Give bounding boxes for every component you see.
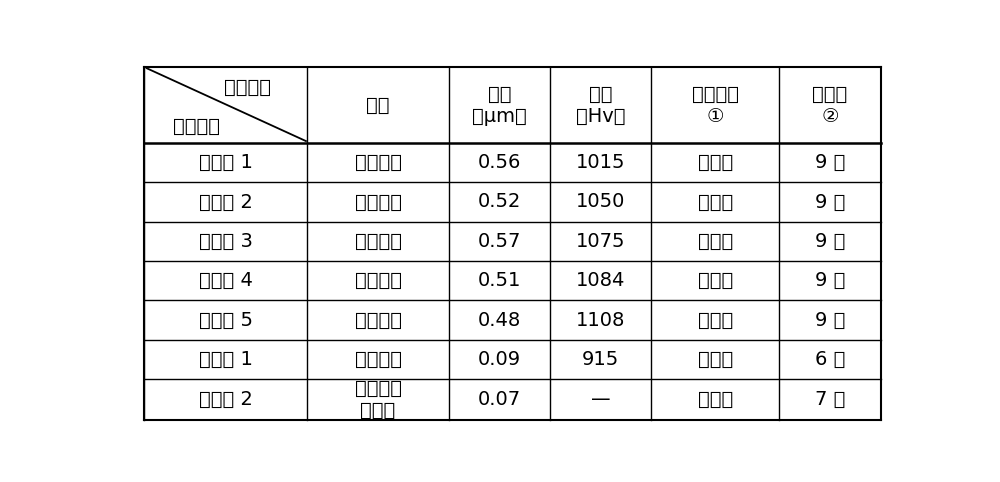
Text: 1075: 1075 — [576, 232, 625, 251]
Text: 0.52: 0.52 — [478, 192, 521, 212]
Text: 实施例 5: 实施例 5 — [199, 310, 253, 330]
Text: 无脱落: 无脱落 — [698, 271, 733, 290]
Text: 无脱落: 无脱落 — [698, 350, 733, 369]
Text: 9 级: 9 级 — [815, 310, 845, 330]
Text: 1108: 1108 — [576, 310, 625, 330]
Text: 均匀白亮: 均匀白亮 — [355, 350, 402, 369]
Text: 0.51: 0.51 — [478, 271, 521, 290]
Text: 1050: 1050 — [576, 192, 625, 212]
Text: 比较例 2: 比较例 2 — [199, 390, 253, 409]
Text: 0.48: 0.48 — [478, 310, 521, 330]
Text: 耐蚀性
②: 耐蚀性 ② — [812, 84, 848, 125]
Text: 无脱落: 无脱落 — [698, 390, 733, 409]
Text: 7 级: 7 级 — [815, 390, 845, 409]
Text: 无脱落: 无脱落 — [698, 192, 733, 212]
Text: 0.07: 0.07 — [478, 390, 521, 409]
Text: 无脱落: 无脱落 — [698, 232, 733, 251]
Text: 1015: 1015 — [576, 153, 625, 172]
Text: 溶液组成: 溶液组成 — [173, 117, 220, 136]
Text: 厚度
（μm）: 厚度 （μm） — [472, 84, 527, 125]
Text: 比较例 1: 比较例 1 — [199, 350, 253, 369]
Text: 无脱落: 无脱落 — [698, 310, 733, 330]
Text: 硬度
（Hv）: 硬度 （Hv） — [576, 84, 625, 125]
Text: 0.09: 0.09 — [478, 350, 521, 369]
Text: 实施例 4: 实施例 4 — [199, 271, 253, 290]
Text: 均匀白亮: 均匀白亮 — [355, 192, 402, 212]
Text: 镀层性能: 镀层性能 — [224, 78, 271, 97]
Text: 外观: 外观 — [366, 95, 390, 115]
Text: 实施例 2: 实施例 2 — [199, 192, 253, 212]
Text: 无脱落: 无脱落 — [698, 153, 733, 172]
Text: 915: 915 — [582, 350, 619, 369]
Text: 9 级: 9 级 — [815, 192, 845, 212]
Text: 1084: 1084 — [576, 271, 625, 290]
Text: 0.57: 0.57 — [478, 232, 521, 251]
Text: 附着强度
①: 附着强度 ① — [692, 84, 739, 125]
Text: 9 级: 9 级 — [815, 232, 845, 251]
Text: 均匀、色
泽偏暗: 均匀、色 泽偏暗 — [355, 379, 402, 420]
Text: 均匀白亮: 均匀白亮 — [355, 153, 402, 172]
Text: 均匀白亮: 均匀白亮 — [355, 232, 402, 251]
Text: 9 级: 9 级 — [815, 271, 845, 290]
Text: 6 级: 6 级 — [815, 350, 845, 369]
Text: 实施例 1: 实施例 1 — [199, 153, 253, 172]
Text: 均匀白亮: 均匀白亮 — [355, 310, 402, 330]
Text: 0.56: 0.56 — [478, 153, 521, 172]
Text: 9 级: 9 级 — [815, 153, 845, 172]
Text: 实施例 3: 实施例 3 — [199, 232, 253, 251]
Text: 均匀白亮: 均匀白亮 — [355, 271, 402, 290]
Text: —: — — [591, 390, 610, 409]
